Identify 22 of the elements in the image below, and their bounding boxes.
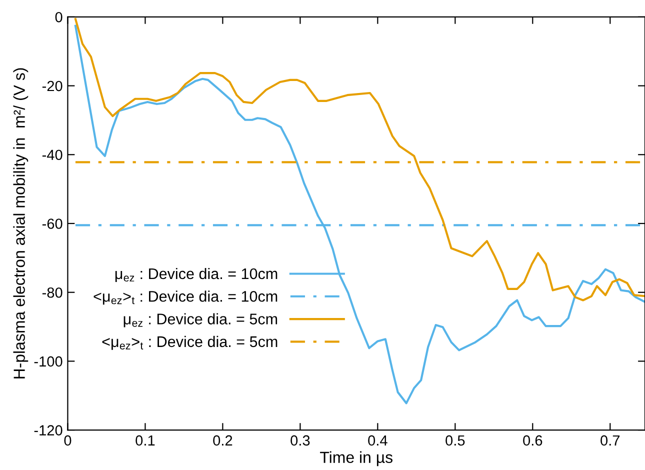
y-tick-label: 0 — [55, 12, 62, 22]
x-tick-label: 0.1 — [136, 435, 155, 446]
legend-label: <μ$_{ez}$>$_{t}$ : Device dia. = 10cm — [94, 290, 278, 305]
x-tick-label: 0.5 — [446, 435, 465, 446]
y-tick-label: -40 — [42, 150, 62, 160]
x-tick-label: 0.6 — [523, 435, 542, 446]
x-tick-label: 0 — [64, 435, 72, 446]
y-tick-label: -120 — [34, 425, 62, 436]
y-tick-label: -100 — [34, 356, 62, 367]
x-tick-label: 0.3 — [290, 435, 310, 446]
line-series — [74, 24, 645, 404]
legend-label: μ$_{ez}$ : Device dia. = 5cm — [124, 313, 278, 328]
x-tick-label: 0.7 — [600, 435, 620, 446]
legend-label: μ$_{ez}$ : Device dia. = 10cm — [115, 268, 278, 282]
y-tick-label: -80 — [42, 287, 62, 298]
x-axis-title: Time in µs — [320, 451, 392, 466]
y-axis-title: H-plasma electron axial mobility in m²/ (V s) — [13, 68, 28, 378]
x-tick-label: 0.4 — [368, 435, 388, 446]
x-tick-label: 0.2 — [213, 435, 232, 446]
y-tick-label: -60 — [42, 218, 62, 229]
legend-label: <μ$_{ez}$>$_{t}$ : Device dia. = 5cm — [102, 336, 278, 350]
y-tick-label: -20 — [42, 80, 62, 92]
